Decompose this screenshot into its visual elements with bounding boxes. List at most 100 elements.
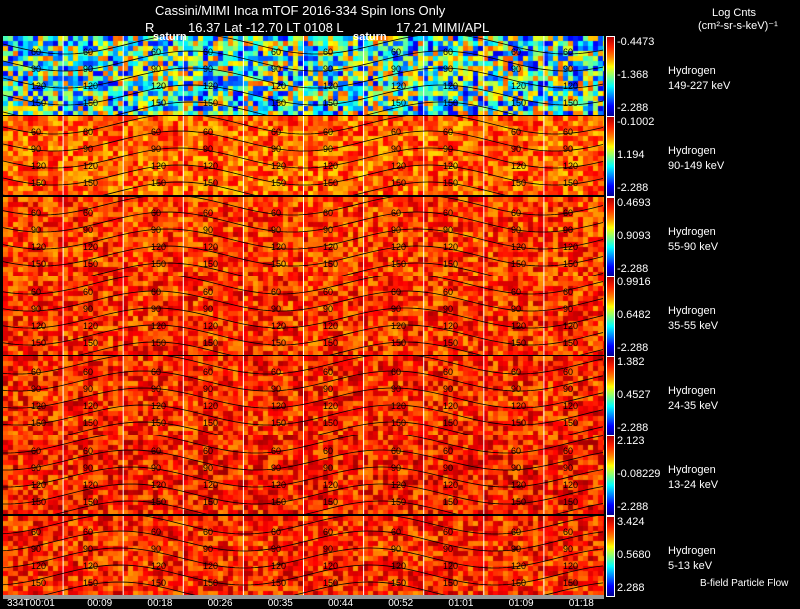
- contour-label: 120: [31, 81, 46, 91]
- contour-label: 150: [391, 338, 406, 348]
- contour-label: 150: [511, 178, 526, 188]
- colorbar-mid-label: 0.4527: [617, 389, 651, 401]
- contour-line: [3, 245, 604, 267]
- contour-label: 90: [443, 544, 453, 554]
- contour-label: 120: [83, 561, 98, 571]
- contour-label: 150: [563, 418, 578, 428]
- contour-label: 90: [83, 144, 93, 154]
- contour-label: 60: [203, 367, 213, 377]
- colorbar: [606, 435, 615, 516]
- contour-label: 90: [83, 463, 93, 473]
- colorbar: [606, 116, 615, 197]
- contour-label: 60: [203, 127, 213, 137]
- panel-species-label: Hydrogen: [668, 545, 716, 557]
- panel-species-label: Hydrogen: [668, 65, 716, 77]
- contour-line: [3, 50, 604, 72]
- contour-label: 120: [203, 321, 218, 331]
- contour-label: 150: [271, 178, 286, 188]
- contour-label: 90: [391, 544, 401, 554]
- contour-label: 120: [271, 480, 286, 490]
- contour-label: 60: [323, 208, 333, 218]
- contour-overlay: 60 90 120 150 60 90 120 150 60 90 120 150 60 90 120 150…: [3, 276, 604, 355]
- contour-label: 90: [151, 225, 161, 235]
- panel-energy-label: 5-13 keV: [668, 560, 713, 572]
- contour-label: 60: [443, 446, 453, 456]
- contour-line: [3, 67, 604, 89]
- contour-label: 60: [323, 287, 333, 297]
- contour-label: 90: [271, 64, 281, 74]
- contour-label: 60: [563, 208, 573, 218]
- panel-149-227-keV: 60 90 120 150 60 90 120 150 60 90 120 150 60 90 120 150…: [3, 36, 604, 115]
- contour-label: 120: [443, 81, 458, 91]
- footer-label: B-field Particle Flow: [700, 578, 789, 589]
- colorbar-max-label: 3.424: [617, 516, 645, 528]
- colorbar-min-label: -2.288: [617, 102, 649, 114]
- contour-label: 60: [271, 208, 281, 218]
- time-tick-label: 01:01: [448, 598, 474, 609]
- contour-label: 120: [511, 81, 526, 91]
- contour-label: 120: [83, 161, 98, 171]
- contour-line: [3, 547, 604, 569]
- contour-label: 120: [151, 242, 166, 252]
- contour-label: 150: [83, 178, 98, 188]
- panel-35-55-keV: 60 90 120 150 60 90 120 150 60 90 120 150 60 90 120 150…: [3, 276, 604, 355]
- contour-label: 150: [563, 338, 578, 348]
- contour-label: 120: [151, 321, 166, 331]
- contour-label: 120: [31, 480, 46, 490]
- contour-line: [3, 164, 604, 186]
- contour-overlay: 60 90 120 150 60 90 120 150 60 90 120 150 60 90 120 150…: [3, 197, 604, 276]
- contour-label: 90: [391, 225, 401, 235]
- contour-line: [3, 276, 604, 295]
- contour-label: 90: [323, 384, 333, 394]
- contour-label: 60: [443, 47, 453, 57]
- contour-label: 120: [391, 161, 406, 171]
- contour-label: 90: [31, 304, 41, 314]
- colorbar: [606, 356, 615, 437]
- contour-label: 150: [511, 259, 526, 269]
- contour-label: 60: [31, 287, 41, 297]
- panel-species-label: Hydrogen: [668, 305, 716, 317]
- contour-label: 150: [563, 259, 578, 269]
- contour-line: [3, 197, 604, 216]
- contour-label: 90: [443, 225, 453, 235]
- contour-label: 150: [323, 418, 338, 428]
- colorbar-min-label: -2.288: [617, 342, 649, 354]
- contour-label: 120: [151, 161, 166, 171]
- contour-label: 90: [83, 225, 93, 235]
- contour-label: 120: [83, 242, 98, 252]
- panel-species-label: Hydrogen: [668, 226, 716, 238]
- contour-label: 90: [203, 144, 213, 154]
- contour-label: 150: [323, 178, 338, 188]
- contour-label: 60: [323, 367, 333, 377]
- contour-label: 150: [31, 178, 46, 188]
- contour-label: 60: [151, 287, 161, 297]
- contour-label: 150: [323, 98, 338, 108]
- contour-label: 90: [391, 384, 401, 394]
- colorbar-max-label: -0.1002: [617, 116, 655, 128]
- contour-label: 150: [83, 259, 98, 269]
- contour-label: 120: [151, 81, 166, 91]
- contour-overlay: 60 90 120 150 60 90 120 150 60 90 120 150 60 90 120 150…: [3, 116, 604, 195]
- contour-label: 90: [511, 304, 521, 314]
- contour-label: 90: [563, 544, 573, 554]
- contour-label: 90: [511, 544, 521, 554]
- contour-line: [3, 564, 604, 586]
- contour-label: 90: [203, 463, 213, 473]
- panel-energy-label: 55-90 keV: [668, 241, 719, 253]
- contour-label: 60: [271, 527, 281, 537]
- contour-label: 120: [31, 321, 46, 331]
- contour-label: 120: [271, 81, 286, 91]
- contour-line: [3, 130, 604, 152]
- time-tick-label: 00:09: [87, 598, 113, 609]
- contour-label: 120: [203, 81, 218, 91]
- colorbar-mid-label: -1.368: [617, 69, 649, 81]
- contour-label: 150: [203, 497, 218, 507]
- contour-label: 150: [31, 418, 46, 428]
- contour-label: 90: [391, 304, 401, 314]
- contour-label: 120: [443, 321, 458, 331]
- contour-label: 60: [563, 367, 573, 377]
- contour-label: 60: [511, 367, 521, 377]
- contour-label: 90: [271, 304, 281, 314]
- contour-label: 90: [511, 384, 521, 394]
- contour-label: 60: [391, 367, 401, 377]
